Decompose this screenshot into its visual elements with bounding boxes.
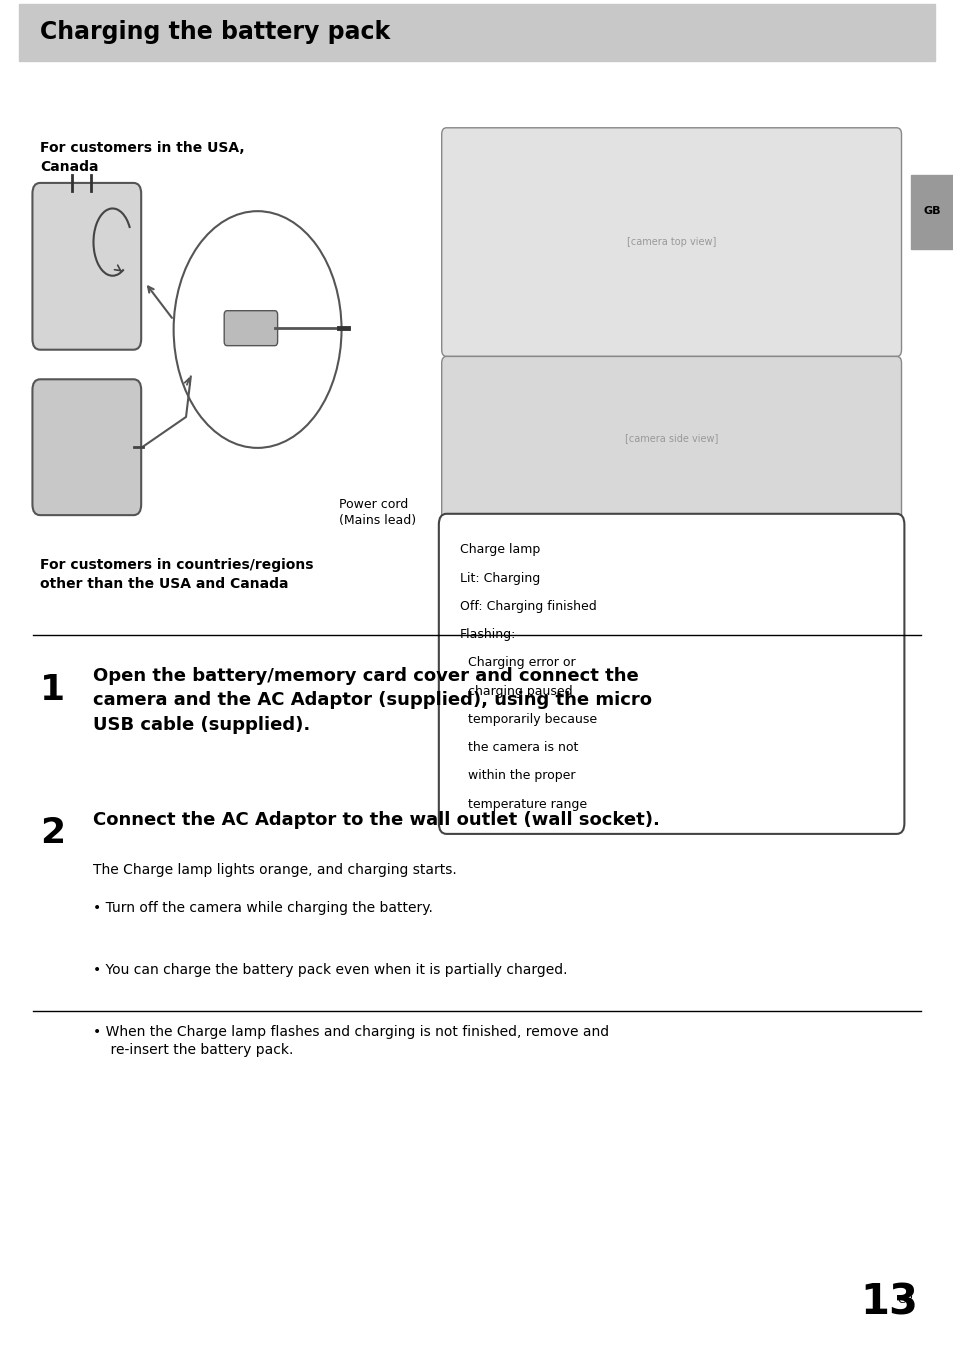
Bar (19, 4, 934, 61)
Text: The Charge lamp lights orange, and charging starts.: The Charge lamp lights orange, and charg… (93, 863, 456, 877)
Text: Charging the battery pack: Charging the battery pack (40, 20, 390, 44)
FancyBboxPatch shape (438, 514, 903, 834)
Text: Charging error or: Charging error or (459, 656, 575, 670)
FancyBboxPatch shape (441, 128, 901, 356)
Text: • Turn off the camera while charging the battery.: • Turn off the camera while charging the… (93, 901, 433, 915)
Bar (910, 175, 953, 249)
FancyBboxPatch shape (32, 379, 141, 515)
Text: 1: 1 (40, 672, 65, 706)
Text: • You can charge the battery pack even when it is partially charged.: • You can charge the battery pack even w… (93, 963, 567, 976)
Circle shape (173, 211, 341, 448)
Text: 2: 2 (40, 816, 65, 850)
Text: temperature range: temperature range (459, 798, 586, 811)
Text: Flashing:: Flashing: (459, 628, 516, 642)
Text: 13: 13 (860, 1282, 918, 1323)
FancyBboxPatch shape (441, 356, 901, 521)
Text: temporarily because: temporarily because (459, 713, 597, 726)
Text: • When the Charge lamp flashes and charging is not finished, remove and
    re-i: • When the Charge lamp flashes and charg… (93, 1025, 609, 1057)
Text: GB: GB (897, 1295, 913, 1305)
Text: Open the battery/memory card cover and connect the
camera and the AC Adaptor (su: Open the battery/memory card cover and c… (93, 667, 652, 734)
Text: Off: Charging finished: Off: Charging finished (459, 600, 596, 613)
Text: For customers in countries/regions
other than the USA and Canada: For customers in countries/regions other… (40, 558, 314, 590)
Text: GB: GB (923, 206, 940, 217)
Text: Power cord
(Mains lead): Power cord (Mains lead) (338, 498, 416, 527)
Text: charging paused: charging paused (459, 685, 572, 698)
Text: [camera top view]: [camera top view] (626, 237, 716, 247)
Text: Connect the AC Adaptor to the wall outlet (wall socket).: Connect the AC Adaptor to the wall outle… (93, 811, 659, 829)
Text: the camera is not: the camera is not (459, 741, 578, 755)
Text: Lit: Charging: Lit: Charging (459, 572, 539, 585)
Text: [camera side view]: [camera side view] (624, 433, 718, 444)
Text: within the proper: within the proper (459, 769, 575, 783)
Text: Charge lamp: Charge lamp (459, 543, 539, 557)
FancyBboxPatch shape (32, 183, 141, 350)
Text: For customers in the USA,
Canada: For customers in the USA, Canada (40, 141, 244, 174)
FancyBboxPatch shape (224, 311, 277, 346)
Text: micro: micro (241, 325, 260, 331)
